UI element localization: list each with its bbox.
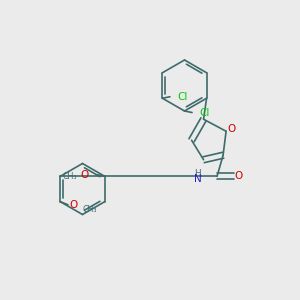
Text: CH₃: CH₃ xyxy=(62,172,77,181)
Text: Cl: Cl xyxy=(200,107,210,118)
Text: CH₃: CH₃ xyxy=(83,205,98,214)
Text: O: O xyxy=(227,124,236,134)
Text: O: O xyxy=(70,200,78,210)
Text: N: N xyxy=(194,174,202,184)
Text: H: H xyxy=(194,169,200,178)
Text: O: O xyxy=(235,171,243,181)
Text: Cl: Cl xyxy=(177,92,188,102)
Text: O: O xyxy=(80,170,88,180)
